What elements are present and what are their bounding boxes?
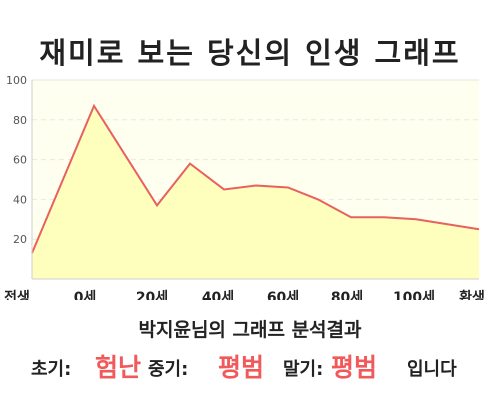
chart-title: 재미로 보는 당신의 인생 그래프 xyxy=(39,36,461,70)
y-tick-labels: 20 40 60 80 100 xyxy=(6,74,27,246)
y-tick-label: 80 xyxy=(13,114,27,127)
early-value: 험난 xyxy=(95,353,142,382)
analysis-summary: 초기: 험난 중기: 평범 말기: 평범 입니다 xyxy=(0,344,500,384)
y-tick-label: 60 xyxy=(13,154,27,167)
life-area-fill xyxy=(32,105,479,280)
life-graph-chart: 20 40 60 80 100 전생 0세 20세 40세 60세 80세 100세 환생 xyxy=(4,74,485,300)
x-tick-label: 60세 xyxy=(267,290,299,300)
late-label: 말기: xyxy=(283,359,324,380)
suffix-text: 입니다 xyxy=(407,359,457,380)
analysis-heading: 박지윤님의 그래프 분석결과 xyxy=(138,319,362,341)
middle-value: 평범 xyxy=(218,353,265,382)
y-tick-label: 40 xyxy=(13,193,27,206)
x-tick-label: 20세 xyxy=(136,290,168,300)
x-tick-label: 40세 xyxy=(202,290,234,300)
x-tick-label: 전생 xyxy=(4,289,30,300)
x-tick-label: 환생 xyxy=(459,289,485,300)
early-label: 초기: xyxy=(31,359,72,380)
x-tick-label: 100세 xyxy=(393,290,435,300)
x-tick-label: 0세 xyxy=(74,290,97,300)
y-tick-label: 20 xyxy=(13,233,27,246)
y-tick-label: 100 xyxy=(6,74,27,87)
x-tick-label: 80세 xyxy=(331,290,363,300)
middle-label: 중기: xyxy=(148,359,189,380)
x-tick-labels: 전생 0세 20세 40세 60세 80세 100세 환생 xyxy=(4,289,485,300)
life-line xyxy=(31,103,480,254)
late-value: 평범 xyxy=(331,353,378,382)
